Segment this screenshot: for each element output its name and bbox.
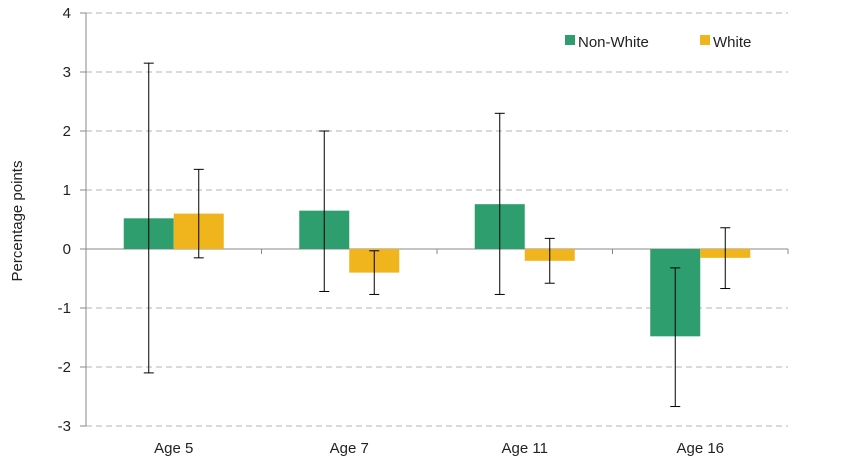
y-tick-label: 1 <box>63 182 71 199</box>
legend-label-white: White <box>713 34 751 51</box>
legend: Non-White White <box>565 34 751 51</box>
bars <box>123 204 751 337</box>
y-tick-label: 2 <box>63 123 71 140</box>
y-axis-title: Percentage points <box>9 161 26 282</box>
legend-label-non-white: Non-White <box>578 34 649 51</box>
tick-labels: -3 -2 -1 0 1 2 3 4 Age 5 Age 7 Age 11 Age 16 <box>58 5 724 457</box>
error-bars <box>143 62 731 408</box>
legend-swatch-non-white <box>565 35 575 45</box>
y-tick-label: 4 <box>63 5 71 22</box>
y-tick-label: -3 <box>58 418 71 435</box>
x-tick-label: Age 11 <box>502 440 548 457</box>
x-tick-label: Age 16 <box>676 440 724 457</box>
x-tick-label: Age 7 <box>330 440 369 457</box>
y-tick-label: 3 <box>63 64 71 81</box>
y-tick-label: -1 <box>58 300 71 317</box>
y-tick-label: -2 <box>58 359 71 376</box>
x-tick-label: Age 5 <box>154 440 193 457</box>
y-tick-label: 0 <box>63 241 71 258</box>
legend-swatch-white <box>700 35 710 45</box>
